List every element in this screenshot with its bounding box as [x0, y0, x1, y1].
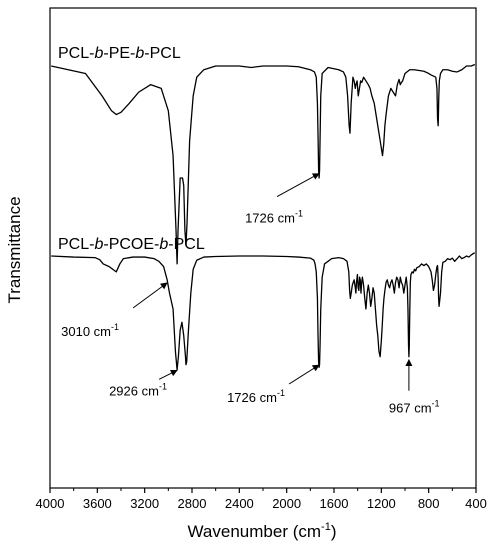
annotation-label-0: 1726 cm-1: [245, 209, 303, 226]
x-tick-label-8: 800: [418, 496, 440, 511]
x-tick-label-2: 3200: [130, 496, 159, 511]
series-line-1: [51, 252, 476, 371]
x-tick-label-7: 1200: [367, 496, 396, 511]
annotation-label-3: 1726 cm-1: [227, 388, 285, 405]
annotation-arrow-0: [276, 173, 320, 197]
annotation-label-2: 2926 cm-1: [109, 381, 167, 398]
series-line-0: [51, 63, 476, 265]
x-axis-label-main: Wavenumber (cm: [188, 522, 322, 541]
annotation-arrow-1: [132, 282, 168, 309]
plot-area: [51, 63, 476, 371]
x-tick-label-0: 4000: [36, 496, 65, 511]
annotations: 1726 cm-1 3010 cm-1 2926 cm-1 1726 cm-1 967 …: [61, 173, 440, 416]
x-tick-label-5: 2000: [272, 496, 301, 511]
annotation-arrow-3: [288, 364, 320, 385]
axes: 4000 3600 3200 2800 2400 2000 1600 1200 800 400: [36, 7, 487, 511]
annotation-label-1: 3010 cm-1: [61, 322, 119, 339]
x-axis-label-tail: ): [331, 522, 337, 541]
x-tick-label-3: 2800: [178, 496, 207, 511]
x-axis-label: Wavenumber (cm-1): [188, 521, 337, 541]
annotation-label-4: 967 cm-1: [389, 399, 440, 416]
x-axis-label-sup: -1: [321, 521, 331, 533]
series-label-1: PCL-b-PCOE-b-PCL: [58, 236, 205, 253]
x-tick-label-1: 3600: [83, 496, 112, 511]
x-tick-label-4: 2400: [225, 496, 254, 511]
y-axis-label: Transmittance: [5, 196, 24, 303]
x-tick-label-9: 400: [465, 496, 487, 511]
annotation-arrow-2: [158, 369, 178, 380]
series-label-0: PCL-b-PE-b-PCL: [58, 45, 181, 62]
x-tick-label-6: 1600: [320, 496, 349, 511]
series-labels: PCL-b-PE-b-PCL PCL-b-PCOE-b-PCL: [58, 45, 205, 253]
